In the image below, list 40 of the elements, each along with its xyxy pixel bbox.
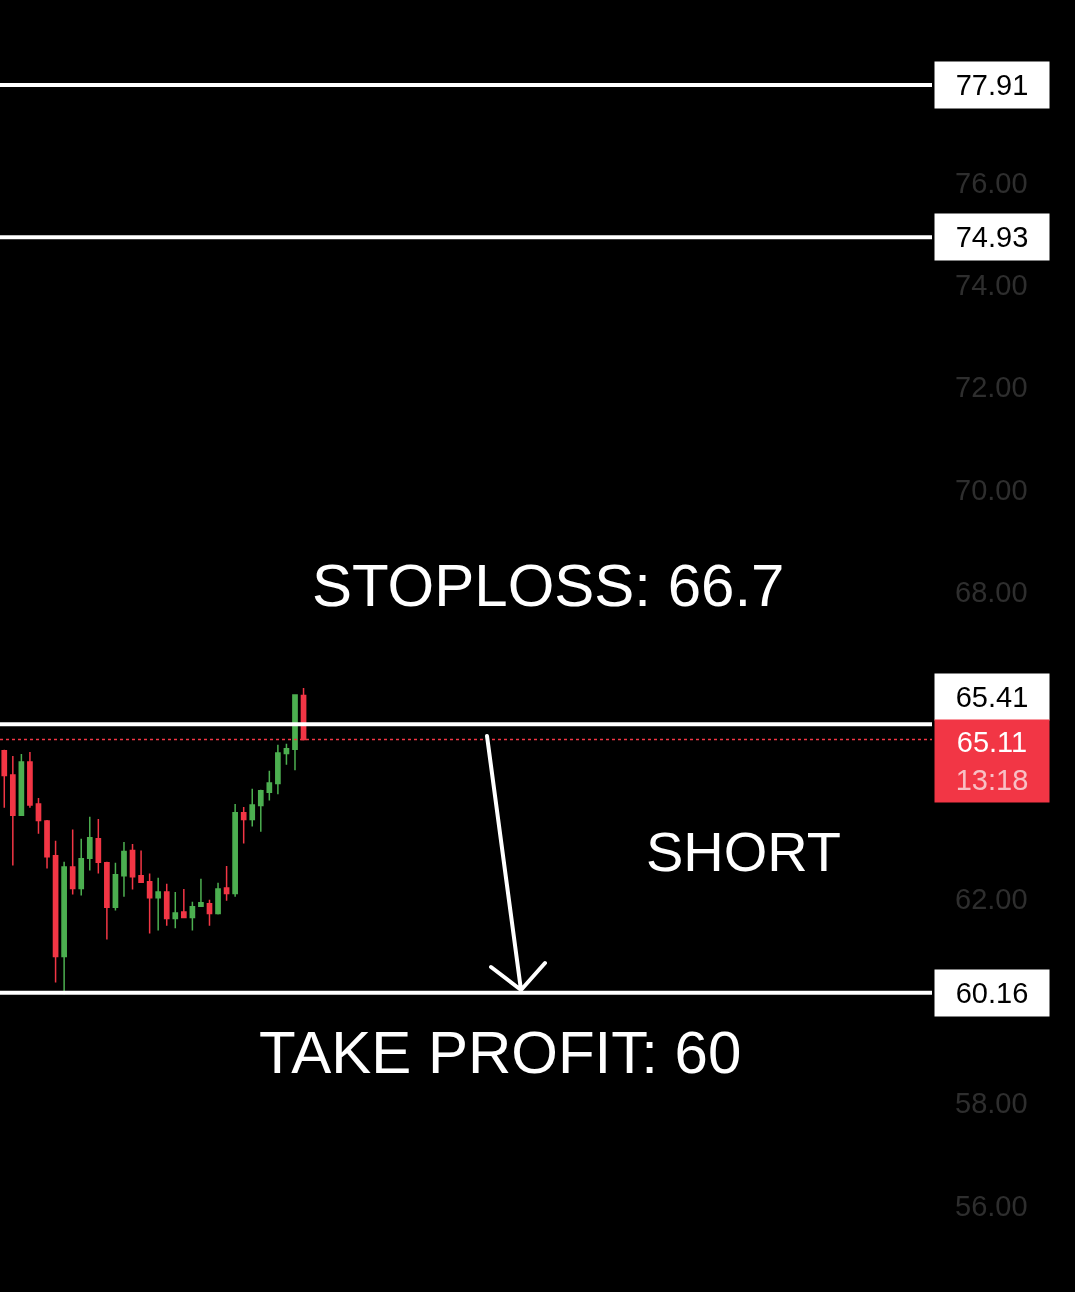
candlestick [180, 888, 187, 919]
candlestick [206, 898, 213, 927]
candlestick [189, 900, 196, 932]
candlestick [163, 883, 170, 927]
ref-line-label: 65.11 [956, 726, 1028, 759]
candlestick [44, 819, 50, 870]
candlestick [86, 816, 93, 872]
ref-line-label: 65.41 [955, 681, 1029, 713]
candlestick [215, 882, 221, 916]
candlestick [35, 797, 42, 835]
candlestick [266, 770, 273, 802]
candlestick [240, 806, 247, 845]
candlestick [1, 749, 8, 809]
candlestick [27, 751, 33, 809]
candlestick [249, 787, 256, 828]
candlestick [69, 828, 76, 896]
annotation: TAKE PROFIT: 60 [259, 1019, 742, 1086]
candlestick [172, 891, 179, 930]
candlestick [257, 788, 264, 833]
candlestick [121, 841, 127, 898]
text: 13:18 [955, 763, 1029, 796]
candlestick [146, 872, 153, 935]
candlestick [138, 849, 144, 884]
candlestick [292, 694, 298, 772]
candlestick [232, 803, 238, 898]
candlestick [223, 865, 230, 902]
candlestick [155, 876, 162, 932]
annotation: STOPLOSS: 66.7 [312, 552, 785, 619]
candlestick [52, 840, 59, 984]
candlestick [275, 743, 281, 796]
candlestick [95, 818, 102, 875]
ref-line-label: 77.91 [955, 69, 1029, 101]
annotation: SHORT [646, 820, 841, 883]
candlestick [283, 742, 290, 766]
candlestick [104, 861, 110, 941]
candlestick [198, 877, 204, 908]
ref-line-label: 74.93 [955, 221, 1029, 253]
candlestick [78, 838, 85, 897]
ref-line-label: 60.16 [955, 977, 1029, 1009]
candlestick [9, 755, 16, 867]
